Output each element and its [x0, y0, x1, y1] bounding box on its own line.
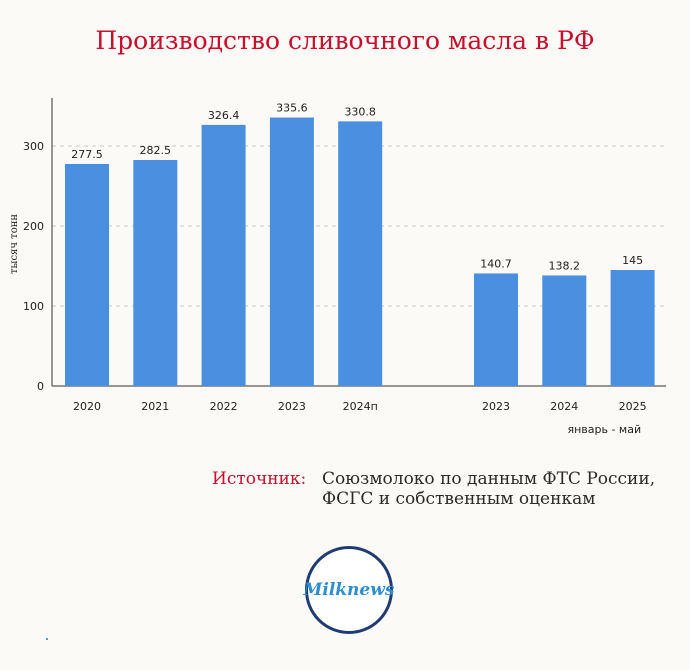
bar — [610, 270, 655, 386]
source-label: Источник: — [212, 469, 307, 489]
bar — [338, 121, 383, 387]
decorative-dot — [46, 638, 48, 640]
data-label: 277.5 — [71, 148, 103, 161]
bar — [542, 275, 587, 386]
bar — [133, 160, 178, 386]
data-label: 282.5 — [140, 144, 172, 157]
y-tick-label: 0 — [37, 380, 44, 393]
x-tick-label: 2024 — [550, 400, 578, 413]
bar-chart: 0 100 200 300 тысяч тонн 277.5 2020 282.5 2021 32… — [9, 98, 666, 436]
data-label: 145 — [622, 254, 643, 267]
y-tick-label: 100 — [23, 300, 44, 313]
x-tick-label: 2022 — [210, 400, 238, 413]
data-label: 140.7 — [480, 257, 512, 270]
y-tick-label: 300 — [23, 140, 44, 153]
data-label: 326.4 — [208, 109, 240, 122]
data-label: 330.8 — [344, 105, 376, 118]
data-label: 335.6 — [276, 102, 308, 115]
y-tick-label: 200 — [23, 220, 44, 233]
y-axis-label: тысяч тонн — [9, 214, 20, 274]
data-label: 138.2 — [549, 259, 581, 272]
milknews-logo: Milknews — [303, 546, 395, 634]
x-tick-label: 2023 — [482, 400, 510, 413]
chart-title: Производство сливочного масла в РФ — [95, 26, 595, 55]
source-text: Союзмолоко по данным ФТС России, ФСГС и … — [322, 469, 656, 509]
bar — [474, 273, 518, 386]
x-tick-label: 2020 — [73, 400, 101, 413]
x-tick-label: 2024п — [343, 400, 378, 413]
group-label: январь - май — [567, 423, 641, 436]
logo-text: Milknews — [303, 580, 395, 600]
x-tick-label: 2023 — [278, 400, 306, 413]
x-tick-label: 2021 — [141, 400, 169, 413]
x-tick-label: 2025 — [619, 400, 647, 413]
bar — [269, 117, 314, 387]
bar — [65, 164, 109, 386]
bar — [201, 124, 246, 386]
